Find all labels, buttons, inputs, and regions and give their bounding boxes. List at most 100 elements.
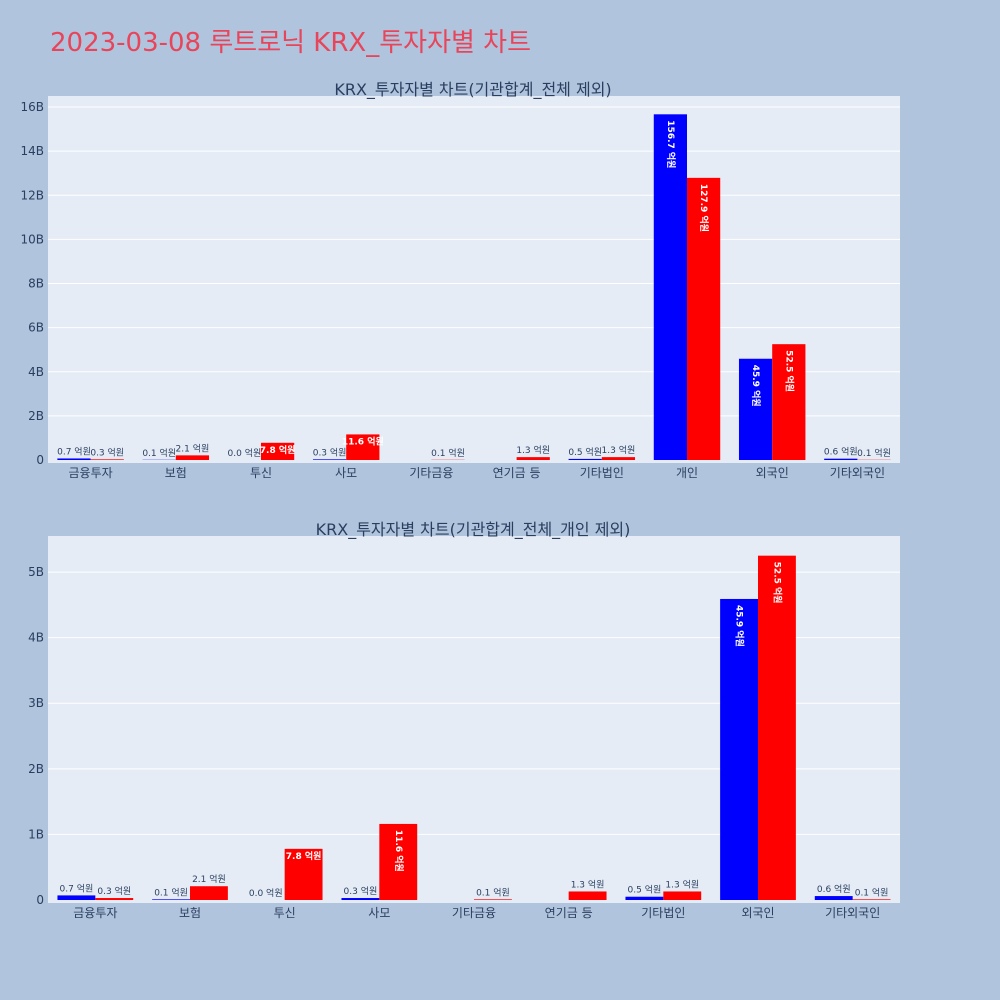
bar-value-label: 0.5 억원 bbox=[628, 884, 662, 896]
page-title: 2023-03-08 루트로닉 KRX_투자자별 차트 bbox=[50, 28, 532, 58]
bar-value-label: 11.6 억원 bbox=[393, 830, 405, 872]
bar bbox=[312, 459, 347, 460]
y-tick-label: 12B bbox=[20, 188, 44, 202]
bar-value-label: 0.0 억원 bbox=[228, 447, 262, 459]
x-tick-label: 금융투자 bbox=[73, 906, 117, 920]
bar-value-label: 45.9 억원 bbox=[734, 605, 746, 647]
bar bbox=[653, 114, 687, 460]
y-tick-label: 3B bbox=[28, 696, 44, 710]
bar bbox=[516, 457, 550, 460]
x-tick-label: 기타법인 bbox=[580, 466, 624, 480]
bar-value-label: 0.6 억원 bbox=[824, 446, 858, 458]
bar-value-label: 0.0 억원 bbox=[249, 887, 283, 899]
bar-value-label: 1.3 억원 bbox=[665, 878, 699, 890]
bar bbox=[601, 457, 636, 460]
bar-value-label: 1.3 억원 bbox=[602, 444, 636, 456]
x-tick-label: 기타금융 bbox=[452, 906, 496, 920]
x-tick-label: 외국인 bbox=[741, 906, 774, 920]
bar bbox=[346, 434, 380, 460]
bar bbox=[738, 358, 773, 460]
y-tick-label: 4B bbox=[28, 365, 44, 379]
y-tick-label: 0 bbox=[36, 893, 44, 907]
y-tick-label: 2B bbox=[28, 762, 44, 776]
chart-2: 0 1B 2B 3B 4B 5B KRX_투자자별 차트(기관합계_전체_개인 제외) 0.7… bbox=[28, 520, 900, 920]
bar-value-label: 156.7 억원 bbox=[665, 120, 677, 168]
x-tick-label: 연기금 등 bbox=[545, 906, 593, 920]
bar bbox=[95, 898, 134, 900]
bar bbox=[852, 899, 891, 900]
x-tick-label: 기타법인 bbox=[641, 906, 685, 920]
y-tick-label: 10B bbox=[20, 232, 44, 246]
bar bbox=[152, 899, 190, 900]
bar-value-label: 0.7 억원 bbox=[60, 882, 94, 894]
bar-value-label: 1.3 억원 bbox=[571, 878, 605, 890]
bar-value-label: 0.6 억원 bbox=[817, 883, 851, 895]
y-tick-label: 0 bbox=[36, 453, 44, 467]
bar-value-label: 11.6 억원 bbox=[342, 435, 384, 447]
y-tick-label: 4B bbox=[28, 631, 44, 645]
bar-value-label: 0.1 억원 bbox=[476, 886, 510, 898]
bar bbox=[814, 896, 853, 900]
x-tick-label: 보험 bbox=[179, 906, 201, 920]
bar-value-label: 0.1 억원 bbox=[431, 447, 465, 459]
y-tick-label: 2B bbox=[28, 409, 44, 423]
bar-value-label: 1.3 억원 bbox=[516, 444, 550, 456]
bar bbox=[284, 848, 323, 900]
y-tick-label: 1B bbox=[28, 827, 44, 841]
chart-title: KRX_투자자별 차트(기관합계_전체 제외) bbox=[334, 80, 611, 100]
x-tick-label: 보험 bbox=[165, 466, 187, 480]
bar-value-label: 0.1 억원 bbox=[855, 886, 889, 898]
bar-value-label: 0.3 억원 bbox=[313, 446, 347, 458]
x-tick-label: 사모 bbox=[335, 466, 357, 480]
y-tick-label: 14B bbox=[20, 144, 44, 158]
y-tick-label: 16B bbox=[20, 100, 44, 114]
bar bbox=[720, 598, 758, 900]
y-tick-label: 6B bbox=[28, 321, 44, 335]
chart-title: KRX_투자자별 차트(기관합계_전체_개인 제외) bbox=[316, 520, 631, 540]
bar bbox=[474, 899, 512, 900]
bar-value-label: 0.1 억원 bbox=[142, 447, 176, 459]
bar-value-label: 7.8 억원 bbox=[260, 444, 296, 456]
x-tick-label: 금융투자 bbox=[69, 466, 113, 480]
bar bbox=[568, 458, 602, 460]
bar bbox=[758, 555, 796, 900]
y-tick-label: 8B bbox=[28, 277, 44, 291]
bar-value-label: 0.3 억원 bbox=[344, 885, 378, 897]
chart-1: 0 2B 4B 6B 8B 10B 12B 14B 16B KRX_투자자별 차트(기관합계_전체… bbox=[20, 80, 900, 480]
bar-value-label: 2.1 억원 bbox=[192, 873, 226, 885]
bar bbox=[57, 895, 96, 900]
bar-value-label: 0.3 억원 bbox=[97, 885, 131, 897]
bar bbox=[57, 458, 91, 460]
bar bbox=[190, 886, 228, 900]
x-tick-label: 투신 bbox=[274, 906, 296, 920]
x-tick-label: 개인 bbox=[676, 466, 698, 480]
x-tick-label: 사모 bbox=[368, 906, 390, 920]
x-tick-label: 기타외국인 bbox=[825, 906, 880, 920]
bar-value-label: 0.3 억원 bbox=[90, 446, 124, 458]
bar bbox=[687, 177, 721, 460]
bar bbox=[772, 344, 806, 460]
bar-value-label: 127.9 억원 bbox=[698, 184, 710, 232]
bar bbox=[568, 891, 607, 900]
bar bbox=[175, 455, 210, 460]
x-tick-label: 투신 bbox=[250, 466, 272, 480]
bar-value-label: 0.1 억원 bbox=[857, 447, 891, 459]
bar bbox=[261, 442, 295, 460]
x-tick-label: 기타금융 bbox=[409, 466, 453, 480]
x-tick-label: 기타외국인 bbox=[830, 466, 885, 480]
bar bbox=[341, 898, 380, 900]
bar-value-label: 45.9 억원 bbox=[750, 365, 762, 407]
x-tick-label: 외국인 bbox=[756, 466, 789, 480]
bar-value-label: 52.5 억원 bbox=[771, 562, 783, 604]
bar-value-label: 0.5 억원 bbox=[568, 446, 602, 458]
bar-value-label: 0.1 억원 bbox=[154, 886, 188, 898]
bar bbox=[90, 459, 124, 460]
bar-value-label: 0.7 억원 bbox=[57, 445, 91, 457]
x-tick-label: 연기금 등 bbox=[493, 466, 541, 480]
y-tick-label: 5B bbox=[28, 565, 44, 579]
bar bbox=[663, 891, 702, 900]
bar bbox=[625, 896, 664, 900]
bar bbox=[379, 823, 418, 900]
bar-value-label: 2.1 억원 bbox=[176, 442, 210, 454]
